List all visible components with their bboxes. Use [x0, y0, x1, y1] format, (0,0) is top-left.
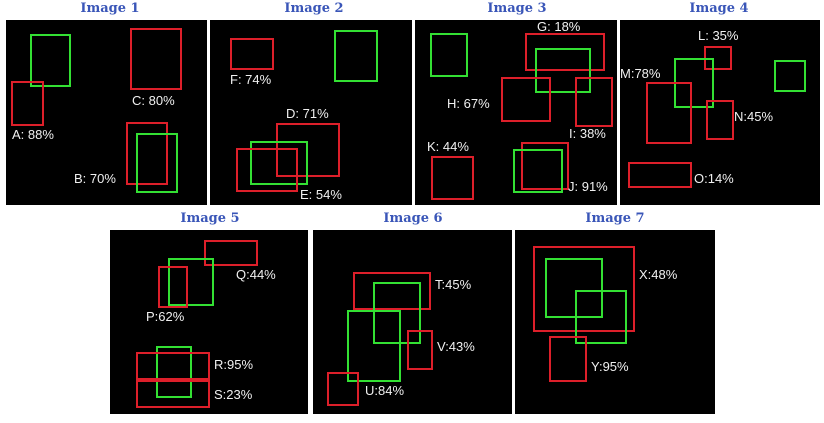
detection-label-l: L: 35%	[698, 28, 739, 43]
detection-label-q: Q:44%	[236, 267, 276, 282]
detection-label-k: K: 44%	[427, 139, 469, 154]
ground-truth-box	[430, 33, 468, 77]
detection-label-a: A: 88%	[12, 127, 54, 142]
ground-truth-box	[30, 34, 71, 87]
ground-truth-box	[136, 133, 178, 193]
detection-label-x: X:48%	[639, 267, 678, 282]
detection-box-r	[136, 352, 210, 382]
detection-label-y: Y:95%	[591, 359, 629, 374]
ground-truth-box	[575, 290, 627, 344]
ground-truth-box	[334, 30, 378, 82]
detection-box-m	[646, 82, 692, 144]
detection-box-h	[501, 77, 551, 122]
detection-box-j	[521, 142, 569, 190]
detection-label-u: U:84%	[365, 383, 405, 398]
panel-title-1: Image 1	[80, 1, 140, 16]
ground-truth-box	[347, 310, 401, 382]
detection-label-p: P:62%	[146, 309, 185, 324]
detection-box-u	[327, 372, 359, 406]
ground-truth-box	[513, 149, 563, 193]
detection-box-p	[158, 266, 188, 308]
detection-box-q	[204, 240, 258, 266]
detection-label-m: M:78%	[620, 66, 661, 81]
detection-box-c	[130, 28, 182, 90]
ground-truth-box	[373, 282, 421, 344]
detection-box-a	[11, 81, 44, 126]
panel-title-2: Image 2	[284, 1, 344, 16]
image-panel-5: Q:44% P:62% R:95% S:23%	[110, 230, 308, 414]
image-panel-2: F: 74% D: 71% E: 54%	[210, 20, 412, 205]
detection-label-o: O:14%	[694, 171, 734, 186]
detection-label-j: J: 91%	[568, 179, 608, 194]
detection-box-b	[126, 122, 168, 185]
image-panel-7: X:48% Y:95%	[515, 230, 715, 414]
image-panel-6: T:45% V:43% U:84%	[313, 230, 512, 414]
detection-label-e: E: 54%	[300, 187, 342, 202]
panel-title-6: Image 6	[383, 211, 443, 226]
panel-title-3: Image 3	[487, 1, 547, 16]
ground-truth-box	[250, 141, 308, 185]
detection-box-k	[431, 156, 474, 200]
panel-title-7: Image 7	[585, 211, 645, 226]
detection-label-f: F: 74%	[230, 72, 272, 87]
detection-box-i	[575, 77, 613, 127]
detection-box-n	[706, 100, 734, 140]
detection-box-s	[136, 378, 210, 408]
detection-box-t	[353, 272, 431, 310]
image-panel-3: G: 18% H: 67% I: 38% K: 44% J: 91%	[415, 20, 617, 205]
detection-label-g: G: 18%	[537, 20, 581, 34]
ground-truth-box	[774, 60, 806, 92]
image-panel-1: A: 88% B: 70% C: 80%	[6, 20, 207, 205]
detection-box-x	[533, 246, 635, 332]
panel-title-4: Image 4	[689, 1, 749, 16]
detection-label-r: R:95%	[214, 357, 254, 372]
detection-label-i: I: 38%	[569, 126, 606, 141]
detection-label-v: V:43%	[437, 339, 475, 354]
detection-label-t: T:45%	[435, 277, 472, 292]
detection-label-n: N:45%	[734, 109, 774, 124]
detection-box-o	[628, 162, 692, 188]
detection-box-e	[236, 148, 298, 192]
detection-label-s: S:23%	[214, 387, 253, 402]
ground-truth-box	[545, 258, 603, 318]
detection-label-h: H: 67%	[447, 96, 490, 111]
detection-box-g	[525, 33, 605, 71]
image-panel-4: L: 35% M:78% N:45% O:14%	[620, 20, 820, 205]
ground-truth-box	[535, 48, 591, 93]
ground-truth-box	[168, 258, 214, 306]
panel-title-5: Image 5	[180, 211, 240, 226]
ground-truth-box	[156, 346, 192, 398]
detection-box-f	[230, 38, 274, 70]
detection-label-c: C: 80%	[132, 93, 175, 108]
detection-label-b: B: 70%	[74, 171, 116, 186]
detection-box-v	[407, 330, 433, 370]
detection-box-y	[549, 336, 587, 382]
detection-label-d: D: 71%	[286, 106, 329, 121]
detection-box-d	[276, 123, 340, 177]
